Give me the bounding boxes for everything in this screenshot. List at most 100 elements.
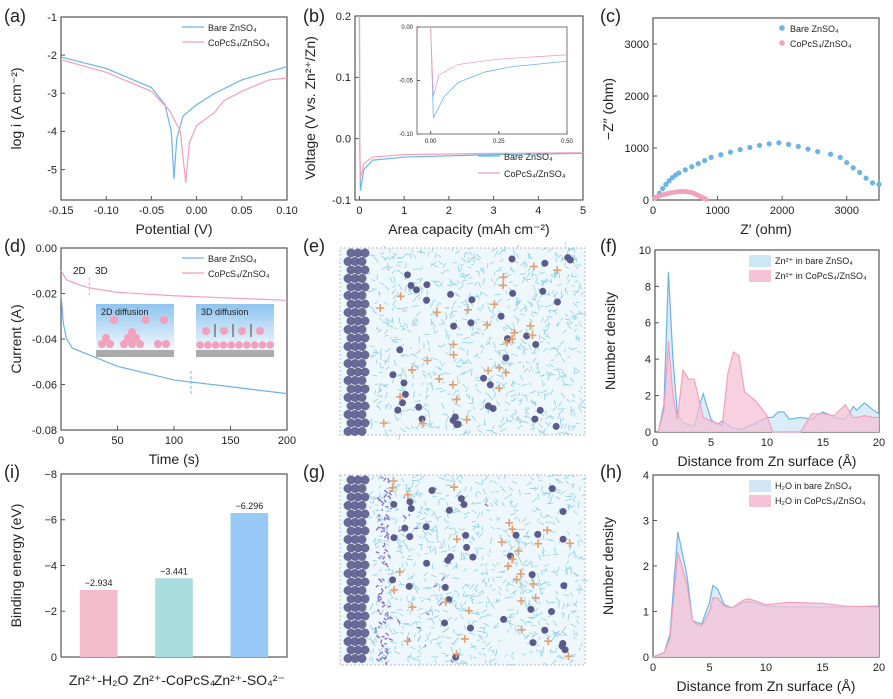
series-line [60, 293, 288, 395]
zn-ion [389, 576, 397, 584]
x-tick-label: 3000 [834, 205, 858, 217]
zn-atom [120, 340, 128, 348]
zn-ion [462, 531, 470, 539]
zn-ion [500, 615, 508, 623]
zn-ion [403, 271, 411, 279]
zn-ion [398, 399, 406, 407]
x-tick-label: 0 [58, 435, 64, 447]
zn-atom [124, 334, 132, 342]
panel-label-a: (a) [4, 6, 26, 26]
x-tick-label: 0 [650, 205, 656, 217]
zn-slab-atom [360, 560, 370, 570]
panel-label-e: (e) [303, 236, 325, 256]
annotation-3d: 3D [95, 266, 108, 277]
y-tick-label: -0.10 [399, 132, 413, 138]
x-tick-label: 100 [165, 435, 183, 447]
charts: -0.15 -0.10 -0.05 0.00 0.05 0.10-5-4-3-2-1Pot… [8, 11, 885, 694]
bar [155, 578, 193, 657]
sulfate-ion [423, 356, 432, 365]
series-area [658, 341, 879, 432]
x-tick-label: -0.05 [139, 205, 164, 217]
legend-label: Bare ZnSO₄ [790, 24, 839, 34]
panel-label-d: (d) [4, 236, 26, 256]
zn-atom [132, 334, 140, 342]
x-tick-label: 2000 [770, 205, 794, 217]
zn-atom [266, 341, 275, 349]
zn-ion [401, 524, 409, 532]
y-tick-label: 8 [645, 281, 651, 293]
x-axis-label: Distance from Zn surface (Å) [677, 678, 856, 694]
zn-ion [559, 535, 567, 543]
legend-label: Bare ZnSO₄ [208, 254, 257, 264]
sulfate-ion [553, 266, 562, 275]
zn-ion [400, 379, 408, 387]
chart-d: 0 50 100 150 200 -0.08 -0.06 -0.04 -0.02 0.00 Time… [8, 243, 296, 467]
sulfate-ion [449, 350, 458, 359]
data-point [708, 154, 714, 160]
zn-ion [396, 346, 404, 354]
plot-frame [652, 17, 880, 201]
y-tick-label: -1 [47, 12, 57, 24]
diffusion-schematic-2d: 2D diffusion [96, 304, 174, 357]
y-tick-label: 2 [643, 561, 649, 573]
y-axis-label: log i (A cm⁻²) [8, 67, 24, 149]
y-tick-label: -3 [47, 88, 57, 100]
zn-ion [445, 506, 453, 514]
sulfate-ion [514, 547, 523, 556]
zn-ion [390, 500, 398, 508]
sulfate-ion [495, 384, 504, 393]
y-tick-label: 0 [643, 195, 649, 207]
sulfate-ion [441, 598, 450, 607]
zn-slab-atom [357, 620, 367, 629]
x-tick-label: 0.25 [493, 139, 505, 145]
category-label: Zn²⁺-SO₄²⁻ [214, 672, 285, 688]
y-tick-label: −6 [44, 515, 57, 527]
bar [79, 589, 118, 657]
zn-ion [541, 259, 549, 267]
chart-i: 0 −2 −4 −6 −8 Binding energy (eV) −2.934 Zn²⁺-H… [8, 469, 288, 688]
x-tick-label: 1 [401, 205, 407, 217]
zn-slab-atom [357, 501, 367, 510]
y-axis-label: Binding energy (eV) [8, 504, 24, 628]
data-point [876, 181, 882, 187]
zn-ion [541, 626, 549, 634]
substrate [196, 350, 274, 357]
zn-slab-atom [360, 401, 370, 411]
zn-ion [527, 605, 535, 613]
schematic-label: 2D diffusion [101, 307, 148, 317]
sulfate-ion [484, 366, 493, 375]
x-tick-label: 150 [221, 435, 239, 447]
sulfate-ion [531, 593, 540, 602]
legend-label: Zn²⁺ in CoPcS₄/ZnSO₄ [775, 271, 867, 281]
sulfate-ion [448, 380, 457, 389]
x-tick-label: 10 [760, 662, 772, 674]
x-tick-label: 0 [356, 205, 362, 217]
y-tick-label: 3 [643, 515, 649, 527]
panel-label-f: (f) [600, 236, 617, 256]
y-tick-label: 6 [645, 318, 651, 330]
zn-ion [553, 298, 561, 306]
y-tick-label: 0.2 [336, 11, 351, 23]
substrate [96, 350, 174, 357]
zn-ion [529, 639, 537, 647]
x-tick-label: 50 [111, 435, 123, 447]
panel-label-g: (g) [303, 462, 325, 482]
zn-ion [512, 531, 520, 539]
y-axis-label: Voltage (V vs. Zn²⁺/Zn) [302, 36, 318, 180]
sulfate-ion [452, 395, 461, 404]
sulfate-ion [462, 415, 471, 424]
y-tick-label: 0 [643, 652, 649, 664]
y-axis-label: Number density [602, 292, 618, 390]
y-tick-label: 0 [645, 427, 651, 439]
x-tick-label: 20 [873, 437, 885, 449]
sulfate-ion [499, 281, 508, 290]
zn-slab-atom [357, 291, 367, 300]
x-tick-label: 0.10 [276, 205, 297, 217]
legend-label: CoPcS₄/ZnSO₄ [208, 38, 270, 48]
y-tick-label: 0.00 [36, 243, 57, 255]
diffusion-schematic-3d: 3D diffusion [196, 304, 275, 357]
zn-atom [154, 340, 162, 348]
zn-ion [444, 556, 452, 564]
series-line [657, 340, 879, 433]
zn-ion [469, 553, 477, 561]
